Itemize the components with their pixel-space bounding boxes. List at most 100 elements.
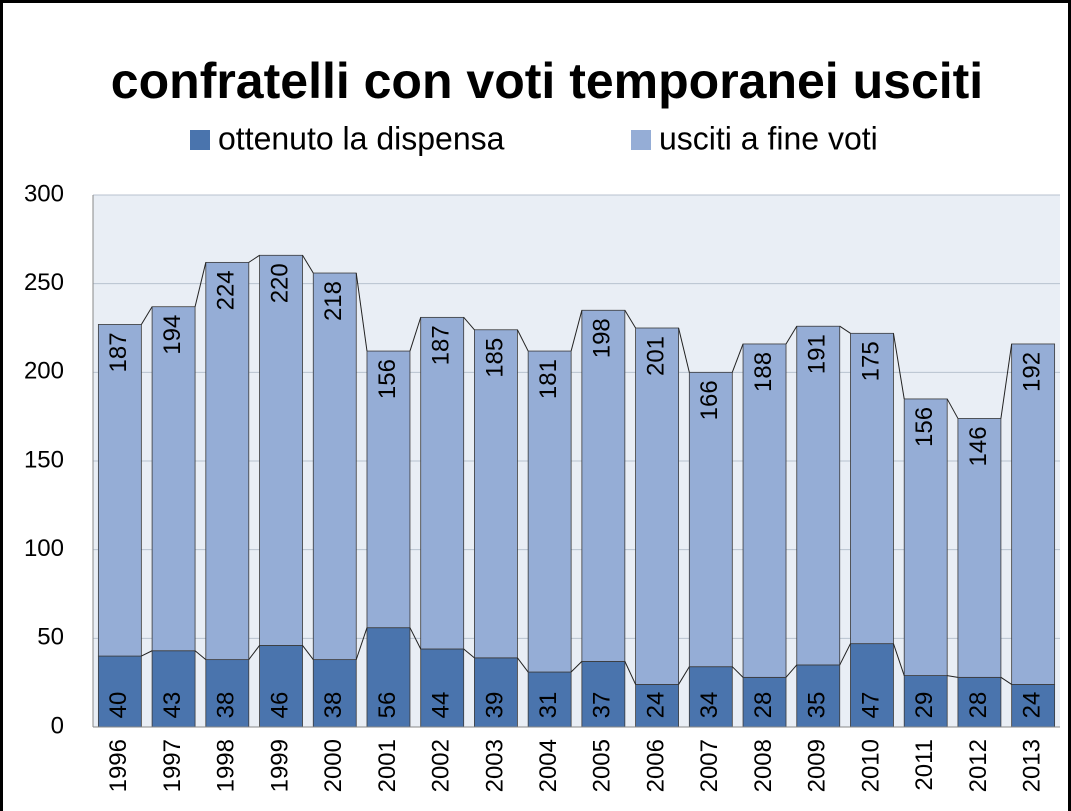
series-line [302,255,314,274]
bar-segment [312,272,357,661]
series-line [463,317,475,331]
x-tick-label: 2001 [374,739,401,792]
bar-segment [205,261,250,661]
data-label: 175 [857,341,884,381]
x-tick-label: 1998 [213,739,240,792]
series-line [947,675,959,678]
x-tick-label: 2003 [481,739,508,792]
x-tick-label: 1999 [266,739,293,792]
data-label: 220 [266,263,293,303]
data-label: 44 [428,692,455,719]
series-line [892,643,905,676]
series-line [1000,676,1012,685]
x-tick-label: 2011 [911,739,938,791]
x-tick-label: 2009 [804,739,831,792]
x-tick-label: 1997 [159,739,186,792]
x-tick-label: 2007 [696,739,723,792]
x-tick-label: 2013 [1018,739,1045,792]
data-label: 24 [642,692,669,719]
data-label: 166 [696,380,723,420]
data-label: 35 [804,692,831,719]
legend-label: ottenuto la dispensa [218,120,505,156]
series-line [892,333,905,400]
bar-segment [97,655,142,728]
series-line [409,627,422,650]
legend-swatch [631,130,651,150]
x-tick-label: 2005 [589,739,616,792]
data-label: 46 [266,692,293,719]
bar-segment [635,327,679,685]
data-label: 156 [374,359,401,399]
data-label: 47 [857,692,884,719]
data-label: 34 [696,692,723,719]
series-line [678,327,690,373]
y-tick-label: 50 [37,624,64,651]
data-label: 187 [428,325,455,365]
bar-segment [688,666,733,728]
data-label: 37 [589,692,616,719]
series-line [463,648,475,659]
data-label: 31 [535,692,562,719]
y-tick-label: 300 [24,180,64,207]
x-tick-label: 2008 [750,739,777,792]
series-line [731,666,744,678]
bar-segment [796,664,841,728]
data-label: 181 [535,359,562,399]
data-label: 201 [642,336,669,376]
x-tick-label: 2010 [857,739,884,792]
bar-segment [957,418,1002,678]
x-tick-label: 2004 [535,739,562,792]
bar-segment [850,643,894,728]
data-label: 29 [911,692,938,719]
series-line [624,310,637,329]
bar-segment [474,329,518,659]
bar-segment [151,306,196,652]
data-label: 198 [589,318,616,358]
bar-segment [957,676,1002,728]
series-line [140,306,153,325]
series-line [355,627,368,660]
bar-segment [850,332,894,645]
y-tick-label: 150 [24,446,64,473]
bar-segment [527,671,572,728]
series-line [194,650,207,660]
series-line [624,661,637,685]
bar-segment [1011,343,1056,685]
series-line [785,664,798,678]
data-label: 188 [750,352,777,392]
bar-segment [474,657,518,728]
series-line [570,661,583,673]
series-line [731,343,744,373]
data-label: 43 [159,692,186,719]
data-label: 56 [374,692,401,719]
bar-segment [635,684,679,728]
data-label: 146 [965,426,992,466]
bar-segment [366,350,411,629]
series-line [141,650,153,657]
data-label: 38 [213,692,240,719]
series-line [516,329,529,352]
x-tick-label: 1996 [105,739,132,792]
bar-segment [903,398,948,676]
data-label: 218 [320,281,347,321]
x-tick-label: 2012 [965,739,992,792]
series-line [409,317,422,352]
x-tick-label: 2000 [320,739,347,792]
series-line [194,262,207,307]
legend-swatch [190,130,210,150]
series-line [517,657,529,673]
data-label: 24 [1018,692,1045,719]
bar-segment [151,650,196,728]
y-tick-label: 250 [24,269,64,296]
series-line [785,325,798,345]
bar-segment [688,371,733,668]
series-line [355,272,368,352]
bar-segment [581,309,626,662]
data-label: 192 [1018,352,1045,392]
series-line [1000,343,1013,419]
bar-segment [259,254,303,646]
data-label: 224 [213,270,240,310]
bar-segment [1011,684,1056,728]
series-line [839,643,851,666]
data-label: 28 [750,692,777,719]
